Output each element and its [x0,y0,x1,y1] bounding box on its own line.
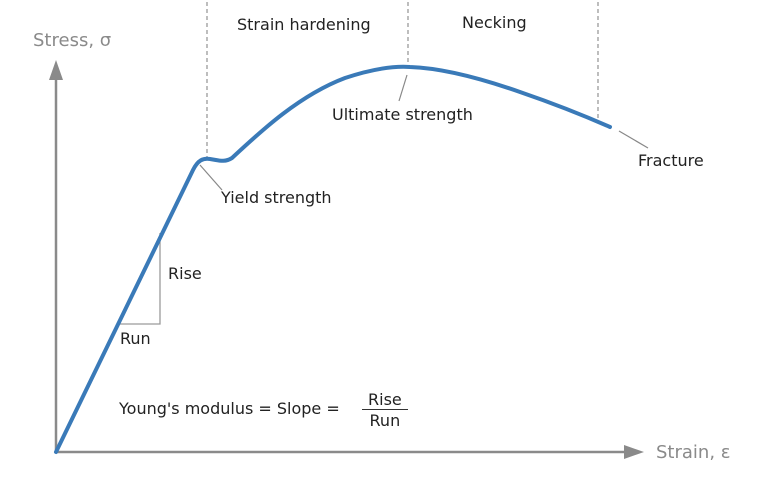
y-axis-arrow-icon [49,60,63,80]
yield-leader [199,164,223,191]
x-axis-arrow-icon [624,445,644,459]
y-axis-label: Stress, σ [33,30,112,51]
yield-strength-label: Yield strength [221,188,332,207]
youngs-modulus-formula: Young's modulus = Slope = [119,399,340,418]
slope-triangle [118,233,161,325]
fraction-denominator: Run [369,411,401,430]
x-axis-label: Strain, ε [656,442,731,463]
fraction-numerator: Rise [362,390,408,410]
region-label-strain-hardening: Strain hardening [237,15,371,34]
region-label-necking: Necking [462,13,527,32]
ultimate-strength-label: Ultimate strength [332,105,473,124]
fracture-leader [618,130,649,149]
rise-label: Rise [168,264,202,283]
ultimate-leader [398,74,408,102]
run-label: Run [120,329,151,348]
fracture-label: Fracture [638,151,704,170]
rise-over-run-fraction: Rise Run [362,390,408,431]
stress-strain-curve [54,64,612,454]
